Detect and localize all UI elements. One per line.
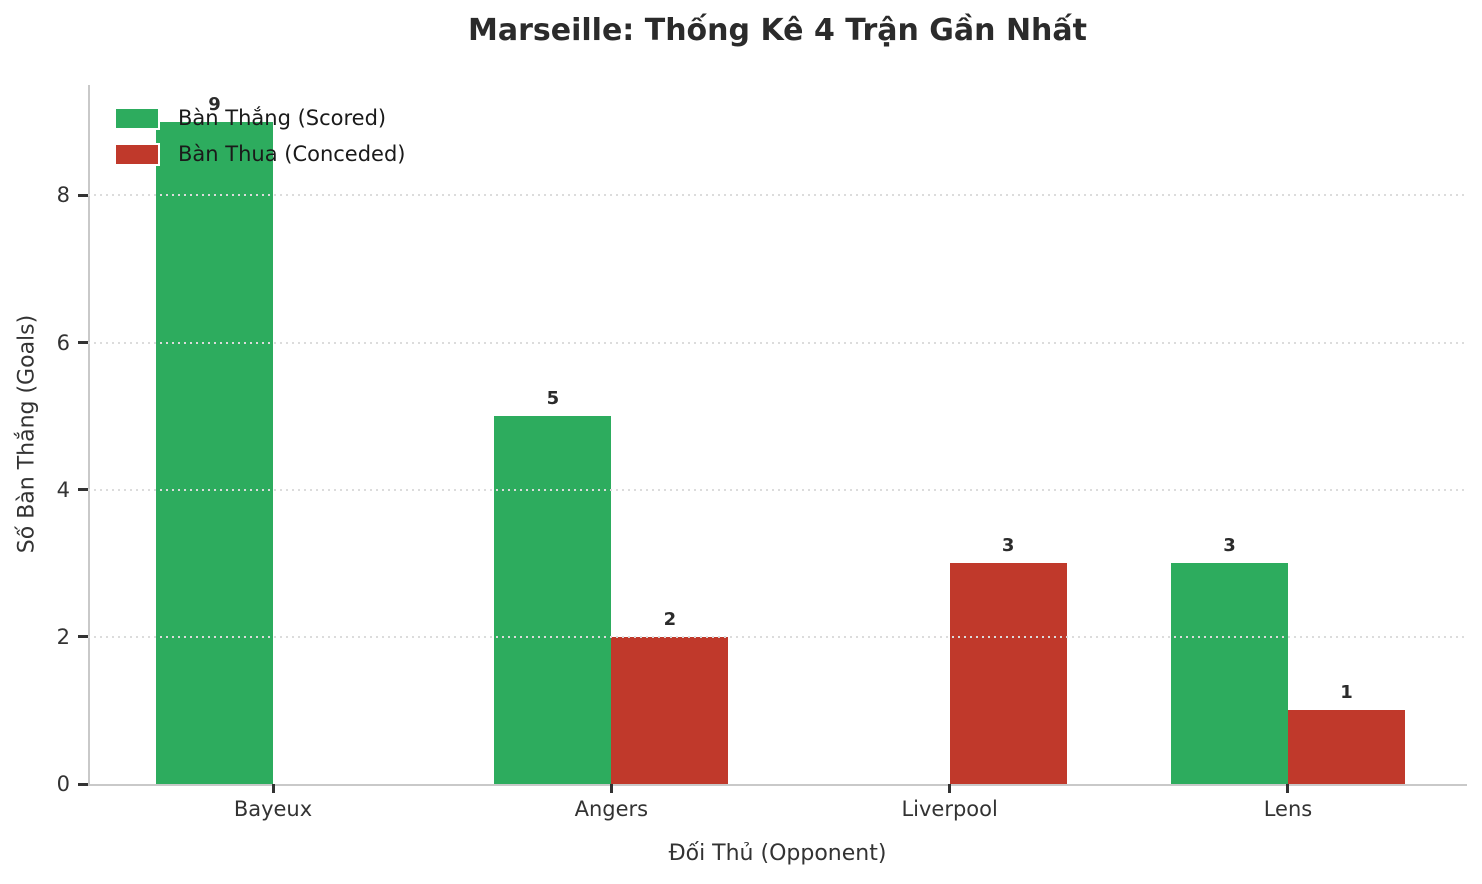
bar-angers-scored bbox=[494, 416, 612, 784]
y-tick-label-0: 0 bbox=[56, 772, 70, 796]
value-label-angers-scored: 5 bbox=[546, 388, 560, 410]
y-tick-label-4: 4 bbox=[56, 477, 70, 502]
y-tick-6 bbox=[78, 341, 88, 345]
x-tick-label-bayeux: Bayeux bbox=[233, 797, 313, 821]
legend-item-scored: Bàn Thắng (Scored) bbox=[114, 106, 406, 130]
y-tick-label-6: 6 bbox=[56, 330, 70, 355]
x-tick-liverpool bbox=[948, 784, 952, 793]
bar-bayeux-scored bbox=[156, 121, 273, 784]
y-tick-4 bbox=[78, 488, 88, 492]
gridline-y4 bbox=[88, 488, 1467, 491]
y-axis-line bbox=[88, 85, 90, 784]
y-tick-label-8: 8 bbox=[56, 183, 70, 208]
legend-item-conceded: Bàn Thua (Conceded) bbox=[114, 142, 406, 166]
y-tick-2 bbox=[78, 635, 88, 639]
x-tick-label-lens: Lens bbox=[1263, 797, 1313, 821]
value-label-lens-conceded: 1 bbox=[1340, 682, 1353, 704]
gridline-y8 bbox=[88, 194, 1467, 197]
bar-lens-scored bbox=[1170, 563, 1288, 784]
legend-swatch-conceded-icon bbox=[114, 142, 160, 166]
x-tick-bayeux bbox=[271, 784, 275, 793]
legend-label-conceded: Bàn Thua (Conceded) bbox=[178, 142, 406, 166]
plot-area: Bàn Thắng (Scored) Bàn Thua (Conceded) 0… bbox=[57, 85, 1467, 821]
gridline-y6 bbox=[88, 341, 1467, 344]
legend: Bàn Thắng (Scored) Bàn Thua (Conceded) bbox=[114, 106, 406, 178]
bar-liverpool-conceded bbox=[949, 563, 1067, 784]
x-tick-angers bbox=[609, 784, 613, 793]
bar-lens-conceded bbox=[1287, 710, 1405, 784]
x-tick-lens bbox=[1286, 784, 1290, 793]
value-label-angers-conceded: 2 bbox=[663, 608, 677, 630]
x-axis-line bbox=[88, 784, 1467, 786]
chart-title: Marseille: Thống Kê 4 Trận Gần Nhất bbox=[468, 13, 1087, 48]
legend-swatch-scored-icon bbox=[114, 106, 160, 130]
value-label-lens-scored: 3 bbox=[1223, 535, 1236, 557]
legend-label-scored: Bàn Thắng (Scored) bbox=[178, 106, 387, 130]
value-label-bayeux-scored: 9 bbox=[208, 93, 221, 115]
bar-angers-conceded bbox=[611, 636, 729, 784]
y-tick-8 bbox=[78, 193, 88, 197]
x-axis-label: Đối Thủ (Opponent) bbox=[668, 841, 887, 866]
value-label-liverpool-conceded: 3 bbox=[1001, 535, 1015, 557]
x-tick-label-liverpool: Liverpool bbox=[901, 797, 998, 821]
x-tick-label-angers: Angers bbox=[574, 797, 649, 821]
y-tick-0 bbox=[78, 782, 88, 786]
y-tick-label-2: 2 bbox=[56, 624, 70, 649]
